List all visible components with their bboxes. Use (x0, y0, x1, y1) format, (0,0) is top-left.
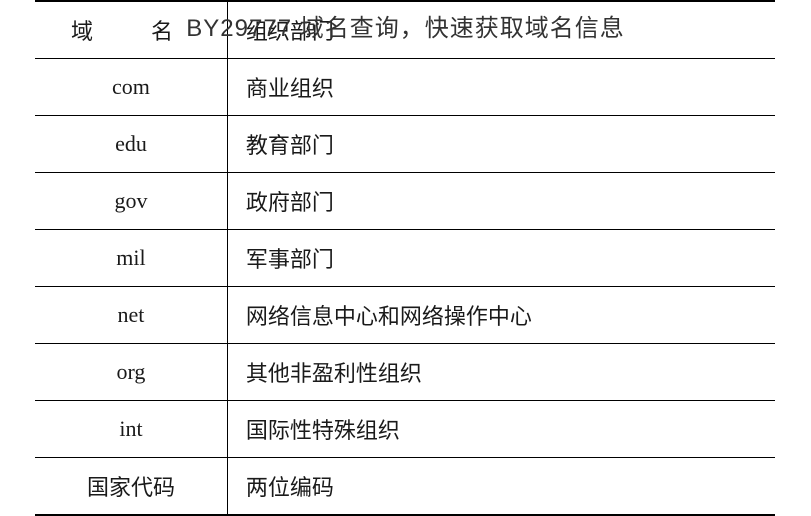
cell-domain: int (35, 401, 227, 458)
domain-table-container: 域 名 组织部门 com 商业组织 edu 教育部门 gov 政府部门 mil … (35, 0, 775, 516)
page-title-overlay: BY29777 域名查询，快速获取域名信息 (0, 8, 811, 43)
cell-org: 其他非盈利性组织 (227, 344, 775, 401)
table-row: 国家代码 两位编码 (35, 458, 775, 516)
cell-domain: 国家代码 (35, 458, 227, 516)
table-row: net 网络信息中心和网络操作中心 (35, 287, 775, 344)
cell-org: 政府部门 (227, 173, 775, 230)
cell-domain: net (35, 287, 227, 344)
cell-org: 网络信息中心和网络操作中心 (227, 287, 775, 344)
cell-org: 军事部门 (227, 230, 775, 287)
table-row: gov 政府部门 (35, 173, 775, 230)
table-row: org 其他非盈利性组织 (35, 344, 775, 401)
table-row: edu 教育部门 (35, 116, 775, 173)
cell-domain: org (35, 344, 227, 401)
cell-domain: mil (35, 230, 227, 287)
cell-domain: edu (35, 116, 227, 173)
cell-org: 国际性特殊组织 (227, 401, 775, 458)
cell-org: 两位编码 (227, 458, 775, 516)
cell-org: 商业组织 (227, 59, 775, 116)
table-row: int 国际性特殊组织 (35, 401, 775, 458)
table-row: com 商业组织 (35, 59, 775, 116)
table-row: mil 军事部门 (35, 230, 775, 287)
table-body: 域 名 组织部门 com 商业组织 edu 教育部门 gov 政府部门 mil … (35, 1, 775, 515)
domain-table: 域 名 组织部门 com 商业组织 edu 教育部门 gov 政府部门 mil … (35, 0, 775, 516)
cell-domain: com (35, 59, 227, 116)
cell-domain: gov (35, 173, 227, 230)
cell-org: 教育部门 (227, 116, 775, 173)
